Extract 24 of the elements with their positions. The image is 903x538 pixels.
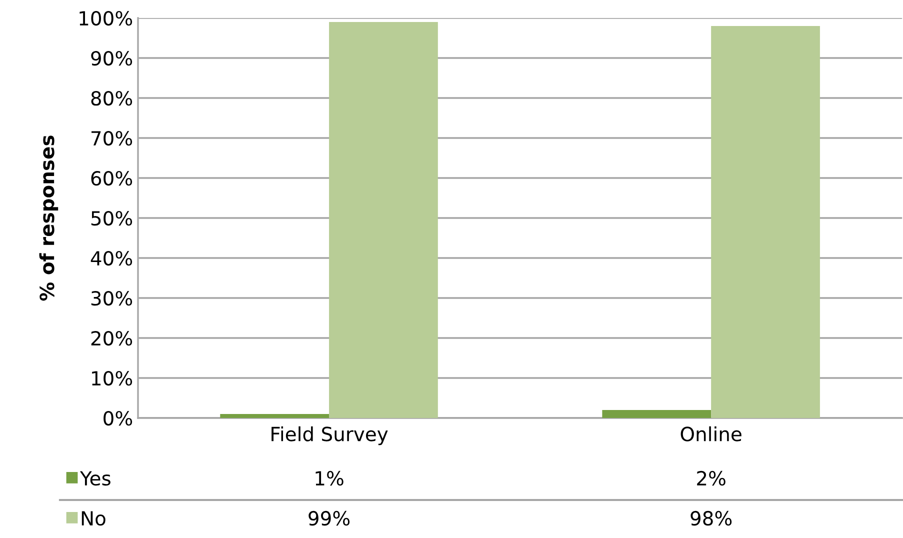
- y-axis-title: % of responses: [39, 136, 58, 301]
- y-tick-label: 10%: [92, 370, 132, 386]
- y-tick-label: 0%: [104, 410, 132, 426]
- legend-label: No: [82, 511, 106, 526]
- data-label: 99%: [308, 510, 350, 526]
- y-tick-label: 40%: [90, 250, 132, 266]
- x-tick-label: Field Survey: [272, 426, 388, 446]
- data-label: 98%: [690, 510, 732, 526]
- y-tick-label: 70%: [92, 130, 132, 146]
- bar: [329, 22, 438, 418]
- data-label: 1%: [316, 470, 344, 486]
- data-label: 2%: [697, 470, 726, 486]
- y-tick-label: 50%: [91, 210, 132, 226]
- x-tick-label: Online: [680, 426, 742, 442]
- legend-label: Yes: [80, 471, 110, 486]
- bar: [220, 414, 330, 418]
- bar: [711, 26, 820, 418]
- y-tick-label: 90%: [91, 50, 132, 66]
- y-tick-label: 60%: [91, 170, 132, 186]
- y-tick-label: 80%: [91, 90, 132, 106]
- y-tick-label: 20%: [91, 330, 132, 346]
- bar: [602, 410, 712, 418]
- y-tick-label: 30%: [91, 290, 132, 306]
- y-tick-label: 100%: [80, 10, 132, 26]
